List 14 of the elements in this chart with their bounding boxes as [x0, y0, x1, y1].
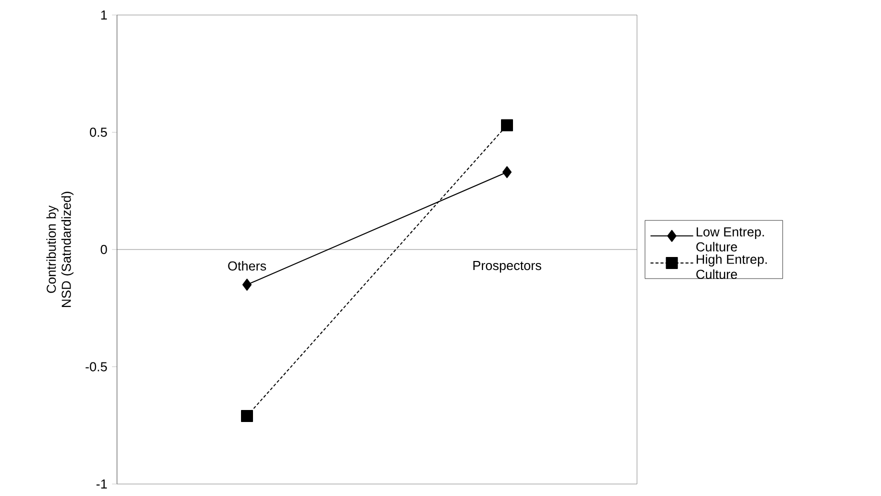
point: [241, 410, 253, 422]
x-tick-label: Others: [228, 261, 266, 271]
legend-label: Low Entrep. Culture: [696, 227, 764, 252]
y-axis-title: Contribution by NSD (Satndardized): [46, 192, 74, 307]
y-tick-label: 0.5: [90, 128, 107, 137]
legend-label: High Entrep. Culture: [696, 254, 767, 279]
point: [501, 119, 514, 132]
y-tick-label: -1: [96, 480, 107, 488]
point: [242, 278, 252, 291]
x-tick-label: Prospectors: [473, 261, 542, 273]
point: [502, 166, 512, 178]
y-tick-label: -0.5: [86, 362, 107, 372]
y-tick-label: 0: [100, 244, 107, 254]
y-tick-label: 1: [101, 10, 107, 20]
